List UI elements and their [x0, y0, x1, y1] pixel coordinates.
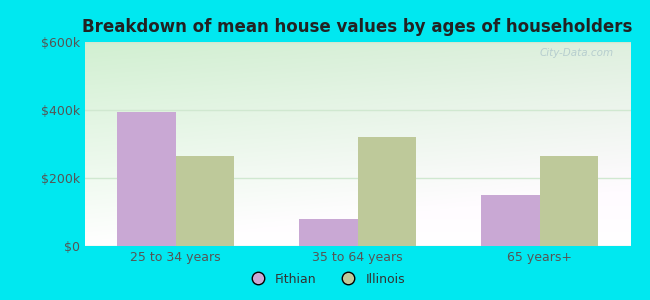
Bar — [117, 112, 176, 246]
Bar — [299, 219, 358, 246]
Bar — [358, 137, 416, 246]
Text: City-Data.com: City-Data.com — [540, 48, 614, 58]
Bar — [176, 156, 234, 246]
Legend: Fithian, Illinois: Fithian, Illinois — [240, 268, 410, 291]
Bar — [481, 195, 540, 246]
Bar — [540, 156, 598, 246]
Title: Breakdown of mean house values by ages of householders: Breakdown of mean house values by ages o… — [83, 18, 632, 36]
